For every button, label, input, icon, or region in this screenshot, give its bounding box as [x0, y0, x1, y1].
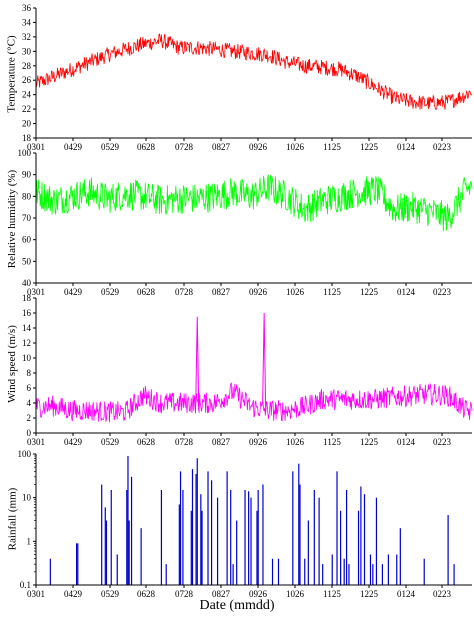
panel-1-xtick-label: 0728	[175, 142, 194, 152]
panel-2-ytick-label: 70	[22, 213, 32, 223]
panel-2-ytick-label: 60	[22, 235, 32, 245]
panel-1-xtick-label: 1225	[360, 142, 379, 152]
panel-2-ytick-label: 50	[22, 256, 32, 266]
panel-2-ytick-label: 100	[18, 148, 32, 158]
wind-peak	[195, 316, 200, 411]
panel-2-xtick-label: 0223	[433, 287, 452, 297]
panel-3-ytick-label: 12	[22, 338, 31, 348]
panel-1-xtick-label: 0429	[64, 142, 83, 152]
panel-2-series-line	[35, 174, 473, 232]
panel-1-ytick-label: 20	[22, 119, 32, 129]
panel-3-ytick-label: 0	[27, 428, 32, 438]
panel-1-xtick-label: 0628	[137, 142, 156, 152]
panel-2-xtick-label: 0529	[101, 287, 120, 297]
panel-3-ylabel: Wind speed (m/s)	[6, 325, 19, 403]
panel-1-ytick-label: 22	[22, 104, 31, 114]
panel-3-xtick-label: 0429	[64, 437, 83, 447]
panel-2-xtick-label: 0827	[212, 287, 231, 297]
panel-3-xtick-label: 0529	[101, 437, 120, 447]
panel-3-xtick-label: 0728	[175, 437, 194, 447]
panel-4-ytick-label: 0.1	[20, 580, 31, 590]
panel-3-ytick-label: 16	[22, 308, 32, 318]
panel-1-ylabel: Temperature (°C)	[6, 35, 19, 113]
x-axis-title: Date (mmdd)	[199, 598, 275, 613]
panel-1-xtick-label: 0223	[433, 142, 452, 152]
panel-1-xtick-label: 1125	[323, 142, 341, 152]
panel-3-ytick-label: 18	[22, 293, 32, 303]
panel-2-xtick-label: 0926	[249, 287, 268, 297]
panel-2-xtick-label: 0124	[397, 287, 416, 297]
panel-2-xtick-label: 1225	[360, 287, 379, 297]
panel-4-xtick-label: 0429	[64, 589, 83, 599]
panel-4-xtick-label: 1026	[286, 589, 305, 599]
panel-3-ytick-label: 10	[22, 353, 32, 363]
panel-4-xtick-label: 0223	[433, 589, 452, 599]
panel-4-xtick-label: 0529	[101, 589, 120, 599]
panel-1-xtick-label: 0827	[212, 142, 231, 152]
panel-2-ytick-label: 40	[22, 278, 32, 288]
panel-3-ytick-label: 2	[27, 413, 32, 423]
panel-2-xtick-label: 1125	[323, 287, 341, 297]
panel-3-xtick-label: 0223	[433, 437, 452, 447]
panel-3-ytick-label: 8	[27, 368, 32, 378]
panel-2-xtick-label: 0728	[175, 287, 194, 297]
panel-4-xtick-label: 1125	[323, 589, 341, 599]
panel-1-ytick-label: 24	[22, 90, 32, 100]
panel-3-xtick-label: 0827	[212, 437, 231, 447]
panel-1-xtick-label: 1026	[286, 142, 305, 152]
panel-4-xtick-label: 0628	[137, 589, 156, 599]
panel-1-xtick-label: 0926	[249, 142, 268, 152]
panel-1-ytick-label: 26	[22, 75, 32, 85]
panel-3-xtick-label: 1125	[323, 437, 341, 447]
panel-4-ytick-label: 10	[22, 493, 32, 503]
panel-3-ytick-label: 14	[22, 323, 32, 333]
panel-1-ytick-label: 28	[22, 61, 32, 71]
panel-1-ytick-label: 34	[22, 17, 32, 27]
panel-4-xtick-label: 0728	[175, 589, 194, 599]
panel-4-xtick-label: 0124	[397, 589, 416, 599]
panel-2-ytick-label: 80	[22, 191, 32, 201]
panel-3-xtick-label: 1026	[286, 437, 305, 447]
panel-3-series-line	[35, 382, 473, 423]
panel-3-xtick-label: 0301	[27, 437, 45, 447]
panel-2-ylabel: Relative humidity (%)	[6, 169, 18, 269]
panel-3-ytick-label: 4	[27, 398, 32, 408]
panel-2-xtick-label: 0429	[64, 287, 83, 297]
panel-1-xtick-label: 0529	[101, 142, 120, 152]
panel-2-xtick-label: 1026	[286, 287, 305, 297]
panel-3-xtick-label: 0926	[249, 437, 268, 447]
panel-4-xtick-label: 0926	[249, 589, 268, 599]
panel-4-ylabel: Rainfall (mm)	[6, 487, 18, 551]
panel-4-ytick-label: 100	[18, 449, 32, 459]
panel-4-xtick-label: 1225	[360, 589, 379, 599]
panel-1-xtick-label: 0301	[27, 142, 45, 152]
panel-1-ytick-label: 36	[22, 3, 32, 13]
panel-1-series-line	[35, 33, 473, 110]
panel-4-xtick-label: 0301	[27, 589, 45, 599]
panel-4-xtick-label: 0827	[212, 589, 231, 599]
wind-peak	[262, 312, 267, 411]
panel-2-xtick-label: 0301	[27, 287, 45, 297]
panel-4-ytick-label: 1	[27, 536, 32, 546]
panel-1-ytick-label: 32	[22, 32, 31, 42]
panel-2-ytick-label: 90	[22, 170, 32, 180]
panel-3-xtick-label: 0124	[397, 437, 416, 447]
panel-2-xtick-label: 0628	[137, 287, 156, 297]
panel-1-ytick-label: 30	[22, 46, 32, 56]
panel-3-xtick-label: 1225	[360, 437, 379, 447]
panel-3-xtick-label: 0628	[137, 437, 156, 447]
panel-1-xtick-label: 0124	[397, 142, 416, 152]
panel-1-ytick-label: 18	[22, 133, 32, 143]
panel-3-ytick-label: 6	[27, 383, 32, 393]
